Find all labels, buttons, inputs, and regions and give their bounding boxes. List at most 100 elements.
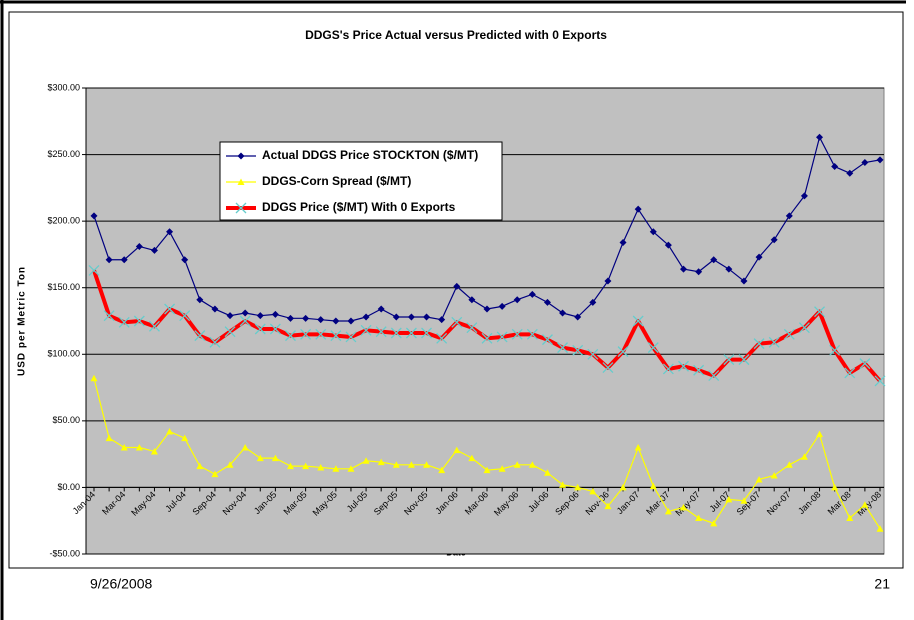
data-point (768, 336, 780, 348)
y-tick-label: $150.00 (47, 282, 80, 292)
data-point (723, 354, 735, 366)
data-point (362, 313, 370, 321)
y-tick-label: $100.00 (47, 349, 80, 359)
data-point (287, 462, 294, 470)
data-point (602, 362, 614, 374)
data-point (133, 315, 145, 327)
data-point (120, 256, 128, 264)
data-point (377, 305, 385, 313)
data-point (846, 514, 854, 522)
data-point (118, 316, 130, 328)
data-point (166, 228, 174, 236)
data-point (859, 358, 871, 370)
data-point (196, 296, 204, 304)
data-point (785, 212, 793, 220)
data-point (513, 296, 521, 304)
data-point (693, 364, 705, 376)
data-point (649, 228, 657, 236)
data-point (453, 282, 461, 290)
data-point (453, 446, 461, 454)
data-point (589, 298, 597, 306)
data-point (559, 481, 567, 488)
data-point (181, 434, 189, 442)
data-point (511, 328, 523, 340)
data-point (466, 322, 478, 334)
data-point (196, 462, 204, 470)
data-point (634, 443, 642, 451)
data-point (740, 497, 748, 504)
data-point (211, 305, 219, 313)
data-point (725, 495, 733, 503)
data-point (664, 241, 672, 249)
data-point (226, 312, 234, 320)
data-point (103, 310, 115, 322)
legend-box (219, 141, 503, 221)
data-point (844, 367, 856, 379)
data-point (785, 461, 793, 468)
data-point (181, 256, 189, 264)
data-point (179, 310, 191, 322)
data-point (738, 354, 750, 366)
data-point (392, 313, 400, 321)
data-point (680, 503, 687, 511)
y-tick-label: $50.00 (52, 415, 80, 425)
data-point (710, 256, 718, 264)
data-point (209, 336, 221, 348)
data-point (150, 447, 158, 455)
data-point (498, 465, 506, 472)
data-point (572, 344, 584, 356)
data-point (407, 313, 415, 321)
data-point (149, 320, 160, 332)
data-point (377, 458, 385, 466)
data-point (135, 443, 143, 451)
data-point (800, 192, 808, 200)
legend-label: DDGS Price ($/MT) With 0 Exports (262, 200, 456, 214)
legend-label: DDGS-Corn Spread ($/MT) (262, 174, 411, 188)
data-point (224, 326, 236, 338)
legend-marker (237, 152, 245, 160)
data-point (526, 328, 538, 340)
data-point (816, 430, 824, 438)
data-point (360, 324, 372, 336)
legend-marker (237, 178, 245, 185)
data-point (647, 342, 659, 354)
data-point (90, 212, 98, 220)
chart-title: DDGS's Price Actual versus Predicted wit… (305, 28, 607, 42)
data-point (634, 205, 642, 213)
data-point (105, 434, 113, 442)
data-point (271, 454, 279, 462)
data-point (528, 461, 536, 468)
data-point (574, 483, 582, 491)
data-point (680, 265, 687, 273)
data-point (861, 159, 869, 167)
data-point (271, 310, 279, 318)
data-point (846, 169, 854, 177)
data-point (557, 342, 569, 354)
data-point (468, 296, 476, 304)
data-point (725, 265, 733, 273)
data-point (256, 454, 264, 462)
data-point (317, 463, 325, 471)
data-point (254, 323, 266, 335)
data-point (194, 330, 206, 342)
data-point (166, 428, 174, 435)
data-point (619, 238, 627, 246)
data-point (302, 462, 310, 470)
data-point (740, 277, 748, 285)
data-point (753, 338, 765, 350)
data-point (287, 314, 294, 322)
data-point (604, 502, 612, 510)
data-point (770, 471, 778, 479)
data-point (695, 268, 703, 276)
data-point (332, 317, 340, 325)
data-point (574, 313, 582, 321)
footer-page: 21 (874, 576, 890, 592)
data-point (332, 465, 340, 472)
data-point (375, 326, 387, 338)
data-point (798, 322, 810, 334)
data-point (662, 363, 674, 375)
data-point (664, 507, 672, 515)
data-point (498, 302, 506, 310)
y-tick-label: $200.00 (47, 216, 80, 226)
